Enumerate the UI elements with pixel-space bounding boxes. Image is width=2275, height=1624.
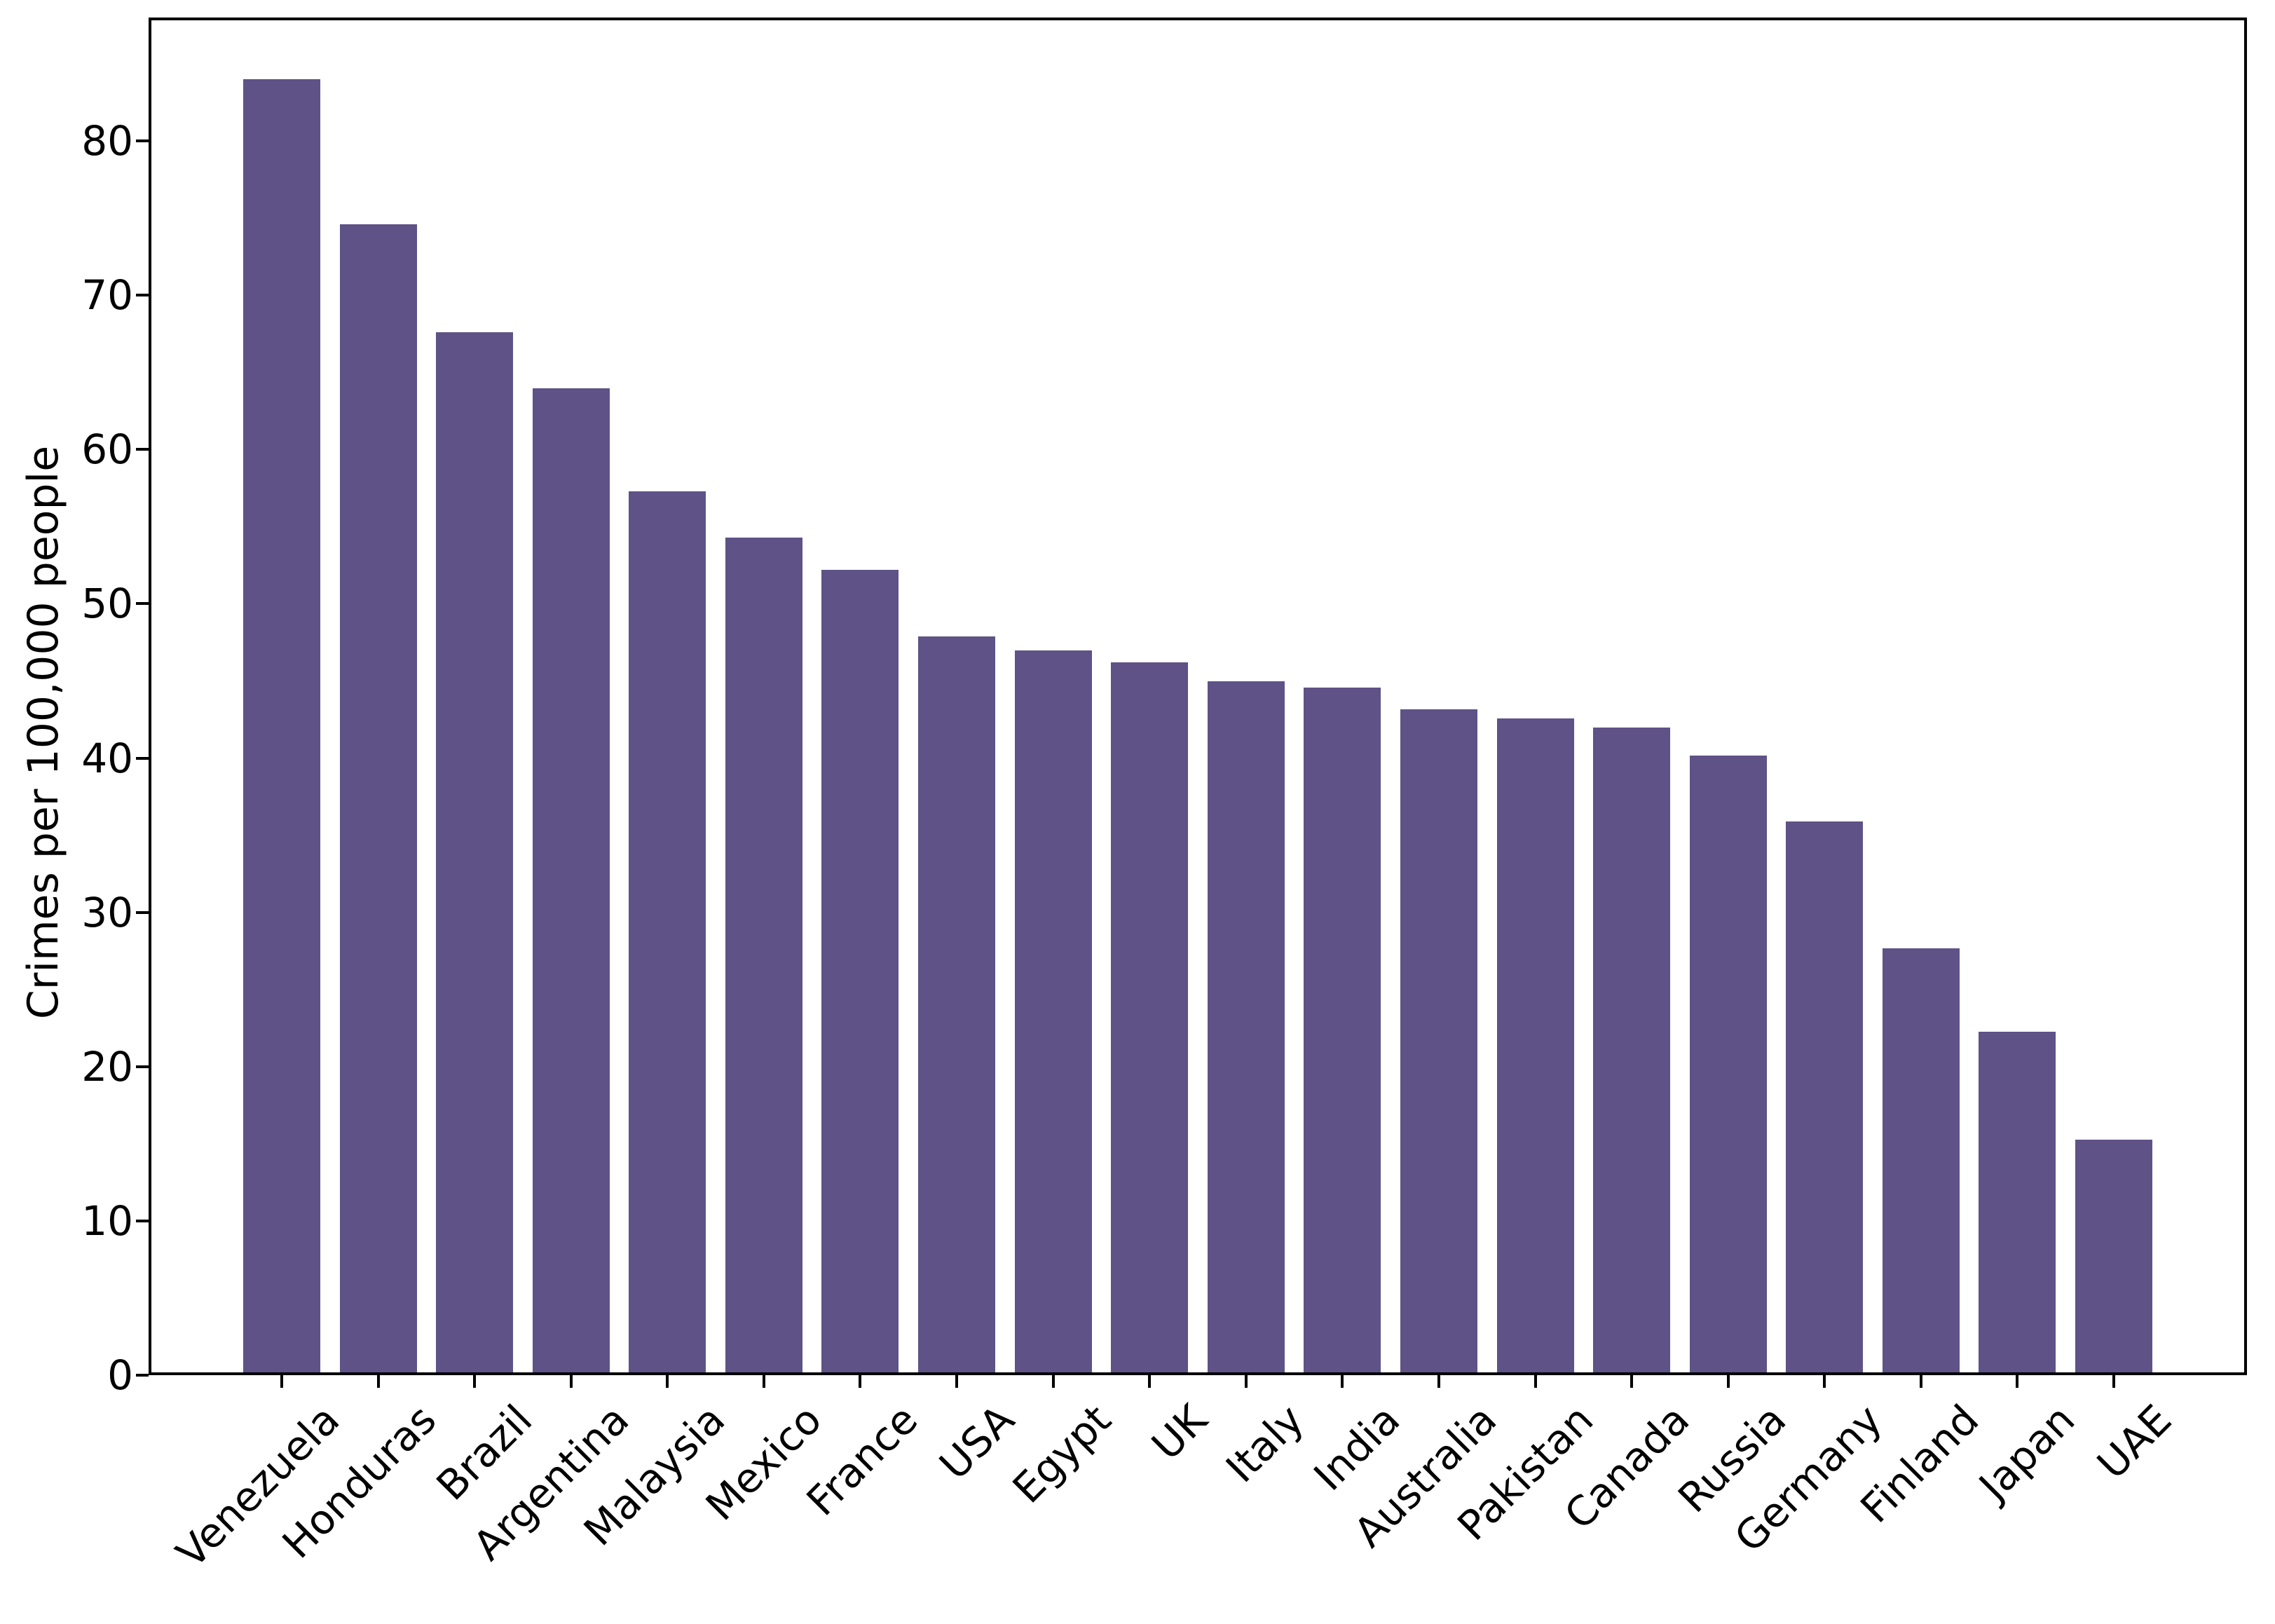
x-tick-mark-australia: [1437, 1375, 1440, 1388]
bar-finland: [1882, 948, 1960, 1372]
y-tick-label-80: 80: [81, 117, 133, 165]
y-tick-mark-70: [136, 294, 149, 297]
x-tick-mark-venezuela: [280, 1375, 283, 1388]
bar-russia: [1689, 755, 1767, 1372]
x-tick-mark-egypt: [1051, 1375, 1055, 1388]
x-tick-mark-uk: [1148, 1375, 1152, 1388]
x-tick-label-uae: UAE: [2088, 1396, 2181, 1489]
x-tick-mark-italy: [1244, 1375, 1248, 1388]
x-tick-mark-pakistan: [1533, 1375, 1537, 1388]
y-tick-mark-60: [136, 448, 149, 451]
bar-uae: [2075, 1139, 2152, 1372]
y-tick-mark-80: [136, 139, 149, 143]
x-tick-label-egypt: Egypt: [1003, 1396, 1120, 1513]
y-tick-label-40: 40: [81, 734, 133, 782]
bar-honduras: [339, 224, 417, 1372]
bar-malaysia: [629, 491, 706, 1372]
bar-japan: [1979, 1031, 2056, 1372]
bar-italy: [1207, 681, 1285, 1372]
y-tick-label-50: 50: [81, 580, 133, 628]
bar-canada: [1593, 727, 1671, 1372]
x-tick-mark-japan: [2016, 1375, 2019, 1388]
x-tick-mark-india: [1341, 1375, 1344, 1388]
x-tick-mark-canada: [1630, 1375, 1634, 1388]
y-tick-mark-20: [136, 1065, 149, 1068]
plot-area: [149, 18, 2247, 1375]
bar-germany: [1786, 821, 1864, 1372]
x-tick-mark-usa: [955, 1375, 959, 1388]
x-tick-mark-germany: [1823, 1375, 1826, 1388]
bar-pakistan: [1496, 718, 1574, 1372]
x-tick-mark-honduras: [376, 1375, 380, 1388]
bar-mexico: [725, 538, 802, 1372]
bar-usa: [918, 636, 996, 1372]
x-tick-label-uk: UK: [1142, 1396, 1217, 1470]
x-tick-mark-brazil: [473, 1375, 477, 1388]
y-tick-mark-40: [136, 756, 149, 760]
bar-venezuela: [243, 79, 320, 1372]
bar-uk: [1111, 662, 1189, 1372]
bar-argentina: [532, 388, 610, 1372]
x-tick-mark-malaysia: [666, 1375, 669, 1388]
bar-egypt: [1014, 650, 1092, 1372]
bar-france: [821, 570, 899, 1372]
y-tick-label-20: 20: [81, 1042, 133, 1091]
x-tick-mark-argentina: [569, 1375, 573, 1388]
y-tick-label-60: 60: [81, 425, 133, 474]
y-tick-mark-10: [136, 1219, 149, 1222]
bar-australia: [1400, 709, 1477, 1372]
x-tick-mark-finland: [1919, 1375, 1922, 1388]
y-tick-label-0: 0: [107, 1351, 133, 1399]
x-tick-mark-mexico: [762, 1375, 765, 1388]
y-tick-mark-50: [136, 602, 149, 606]
y-tick-mark-0: [136, 1374, 149, 1377]
x-tick-label-japan: Japan: [1970, 1396, 2084, 1510]
x-tick-mark-russia: [1726, 1375, 1730, 1388]
bar-brazil: [436, 332, 514, 1372]
y-tick-mark-30: [136, 910, 149, 914]
y-tick-label-70: 70: [81, 271, 133, 320]
y-tick-label-30: 30: [81, 888, 133, 936]
x-tick-mark-france: [859, 1375, 862, 1388]
y-axis-label: Crimes per 100,000 people: [19, 445, 68, 1020]
x-tick-label-france: France: [798, 1396, 927, 1525]
x-tick-mark-uae: [2112, 1375, 2115, 1388]
bar-india: [1304, 687, 1381, 1372]
x-tick-label-italy: Italy: [1216, 1396, 1313, 1492]
y-tick-label-10: 10: [81, 1196, 133, 1245]
